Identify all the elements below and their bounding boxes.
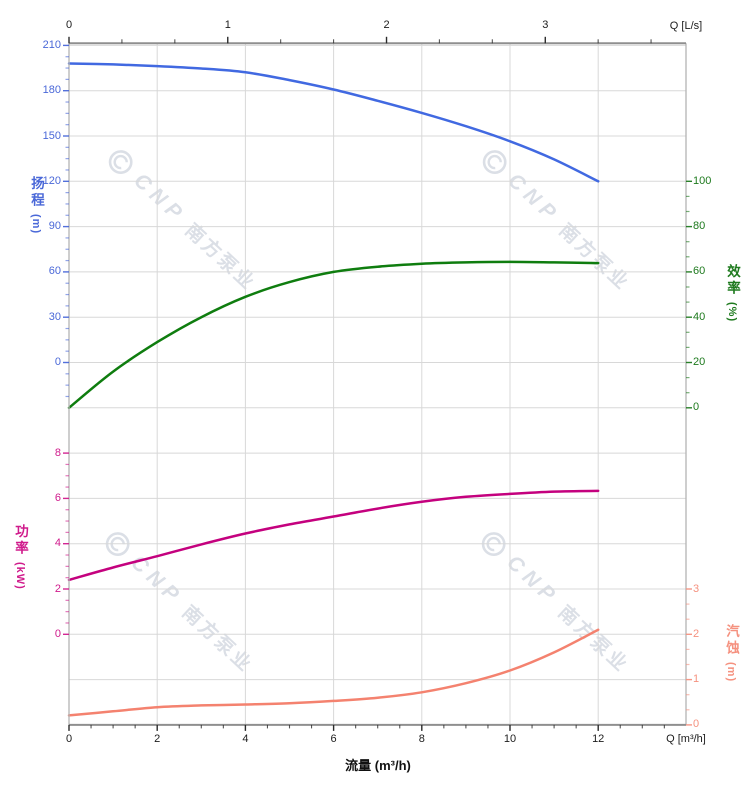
cnp-logo-icon <box>99 525 137 563</box>
watermark: CNP 南方泵业 <box>102 143 263 296</box>
cnp-logo-icon <box>476 143 514 181</box>
curve-efficiency <box>67 260 600 410</box>
curve-power <box>67 489 600 582</box>
curve-head <box>67 62 600 183</box>
cnp-logo-icon <box>102 143 140 181</box>
curve-npsh <box>67 628 600 717</box>
watermark: CNP 南方泵业 <box>99 525 260 678</box>
watermark: CNP 南方泵业 <box>475 525 636 678</box>
cnp-logo-icon <box>475 525 513 563</box>
watermark: CNP 南方泵业 <box>476 143 637 296</box>
